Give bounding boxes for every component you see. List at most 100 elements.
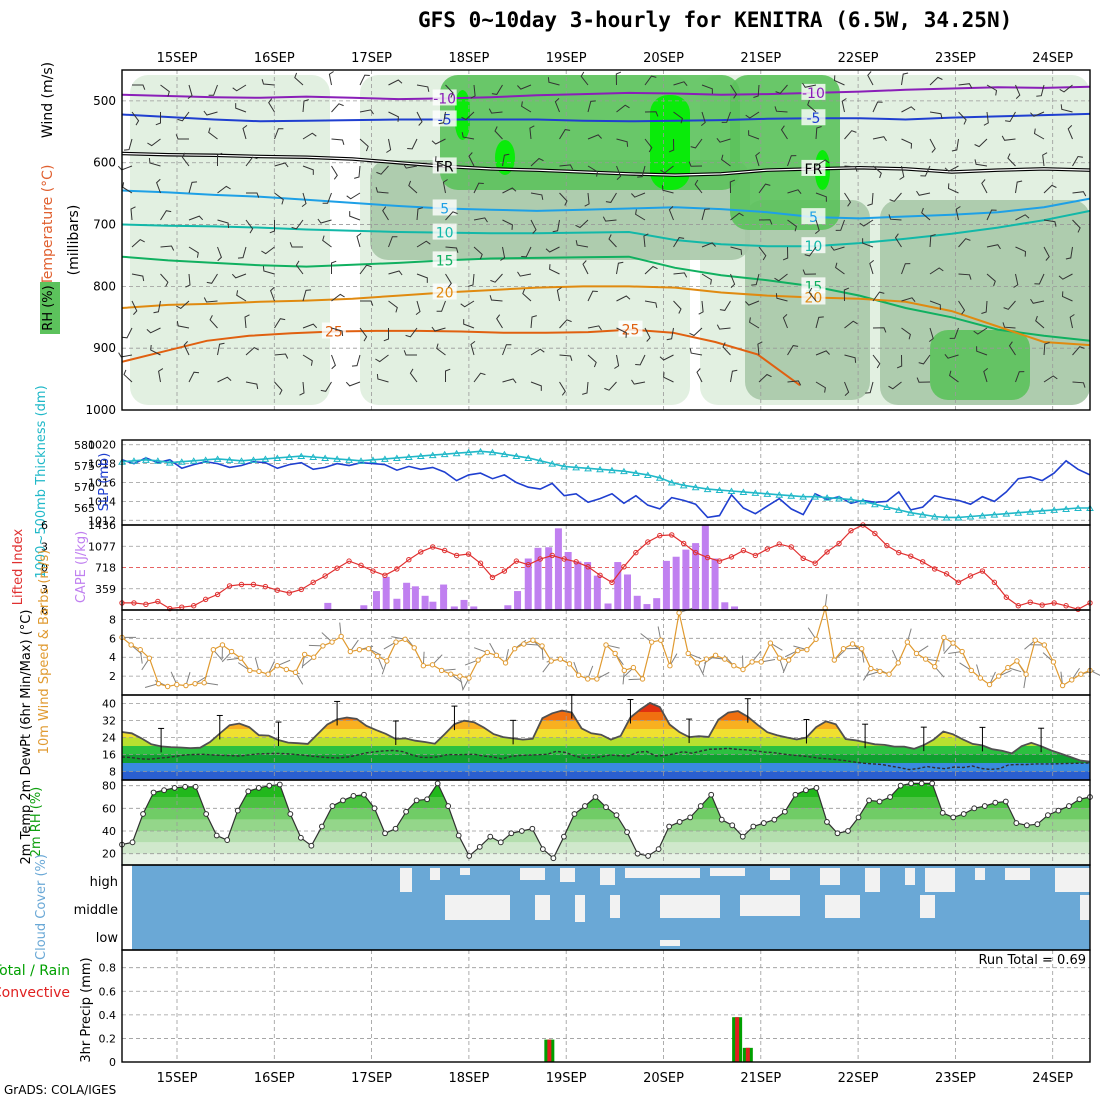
date-label-bottom: 22SEP (838, 1071, 879, 1086)
thickness-marker (643, 471, 652, 478)
wind-marker (868, 665, 874, 672)
rh-marker (918, 780, 925, 787)
wind-barb (317, 218, 332, 224)
wind-barb (616, 138, 629, 147)
cape-bar (504, 605, 512, 610)
wind-barb (751, 273, 760, 286)
wind-barb (1072, 219, 1081, 233)
wind-barb (261, 79, 275, 86)
wind-barb (403, 350, 417, 356)
wind-barb (331, 327, 344, 337)
thickness-marker (978, 512, 987, 519)
wind-barb (921, 207, 931, 221)
wind-marker (228, 648, 235, 655)
wind-barb (673, 272, 688, 278)
rh-tick-label: 60 (102, 802, 116, 815)
cape-bar (324, 602, 332, 610)
wind-barb (376, 165, 389, 175)
li-marker (657, 532, 663, 539)
wind-barb (206, 273, 218, 284)
date-label-top: 20SEP (643, 51, 684, 66)
wind-barb (1002, 322, 1016, 329)
wind-marker (895, 660, 901, 666)
wind-barb (1065, 246, 1073, 260)
wind-barb (123, 138, 133, 151)
pressure-axis-label: (millibars) (66, 205, 82, 276)
wind-barb (844, 165, 858, 172)
rh-axis-label: 2m RH (%) (29, 787, 44, 858)
wind-barb (869, 260, 875, 275)
contour-label-bg (432, 223, 457, 240)
precip-tick-label: 0.6 (99, 985, 117, 998)
wind-barb (502, 344, 512, 356)
wind-barb (757, 341, 763, 356)
wind-barb (608, 234, 617, 248)
rh-marker (971, 805, 978, 812)
wind-barb (559, 164, 574, 170)
rh-marker (171, 785, 178, 791)
rh-marker (276, 781, 283, 788)
li-marker (776, 541, 782, 547)
wind-barb (1036, 84, 1045, 97)
wind-marker (521, 641, 527, 647)
thickness-marker (189, 457, 198, 464)
wind-barb (331, 138, 345, 145)
rh-marker (287, 811, 294, 817)
cape-bar (623, 574, 631, 610)
cape-tick-label: 1077 (88, 540, 116, 553)
wind-barb (1072, 191, 1087, 197)
wind-barb (291, 219, 304, 230)
wind-marker (484, 649, 490, 656)
thickness-marker (285, 453, 294, 460)
cloud-gap (920, 895, 935, 918)
wind-marker (247, 667, 253, 674)
wind-barb (188, 246, 199, 258)
rh-marker (150, 789, 157, 796)
contour-label-bg (801, 83, 826, 100)
wind-barb (867, 192, 874, 206)
wind-barb (322, 192, 332, 204)
wind-barb (489, 295, 503, 302)
precip-convective-bar (745, 1047, 750, 1062)
li-marker (370, 568, 376, 574)
wind-barb (730, 273, 736, 288)
wind-barb (663, 372, 674, 383)
date-label-top: 22SEP (838, 51, 879, 66)
wind-barb (944, 353, 959, 359)
rh-marker (497, 839, 504, 846)
contour-label: 20 (436, 286, 454, 302)
cape-bar (450, 606, 458, 610)
thickness-marker (835, 495, 843, 502)
wind-marker (676, 610, 682, 616)
cape-bar (470, 606, 478, 610)
rh-marker (203, 811, 210, 817)
wind-marker (155, 680, 162, 687)
wind-barb (1015, 180, 1023, 194)
cloud-gap (400, 868, 412, 892)
thickness-marker (273, 454, 282, 461)
precip-tick-label: 0 (109, 1056, 116, 1069)
temp-tick-label: 24 (102, 732, 116, 745)
wind-barb (1013, 273, 1019, 288)
wind-barb (150, 344, 161, 356)
rh-marker (213, 832, 220, 839)
wind-barb (867, 71, 874, 86)
li-marker (441, 547, 448, 554)
contour-label: 5 (809, 210, 818, 226)
rh-marker (1055, 807, 1062, 814)
wind-barb (631, 379, 646, 385)
thickness-marker (667, 479, 676, 486)
li-marker (322, 573, 328, 579)
wind-barb (901, 263, 911, 275)
li-line (122, 524, 1091, 610)
wind-barb (888, 381, 902, 390)
wind-barb (787, 380, 802, 386)
contour-label: 10 (805, 239, 823, 255)
wind-barb (245, 381, 259, 390)
cape-bar (393, 598, 401, 610)
wind-barb (382, 206, 389, 221)
wind-barb (468, 152, 475, 167)
wind-marker (986, 681, 993, 688)
wind-barb (928, 327, 934, 342)
